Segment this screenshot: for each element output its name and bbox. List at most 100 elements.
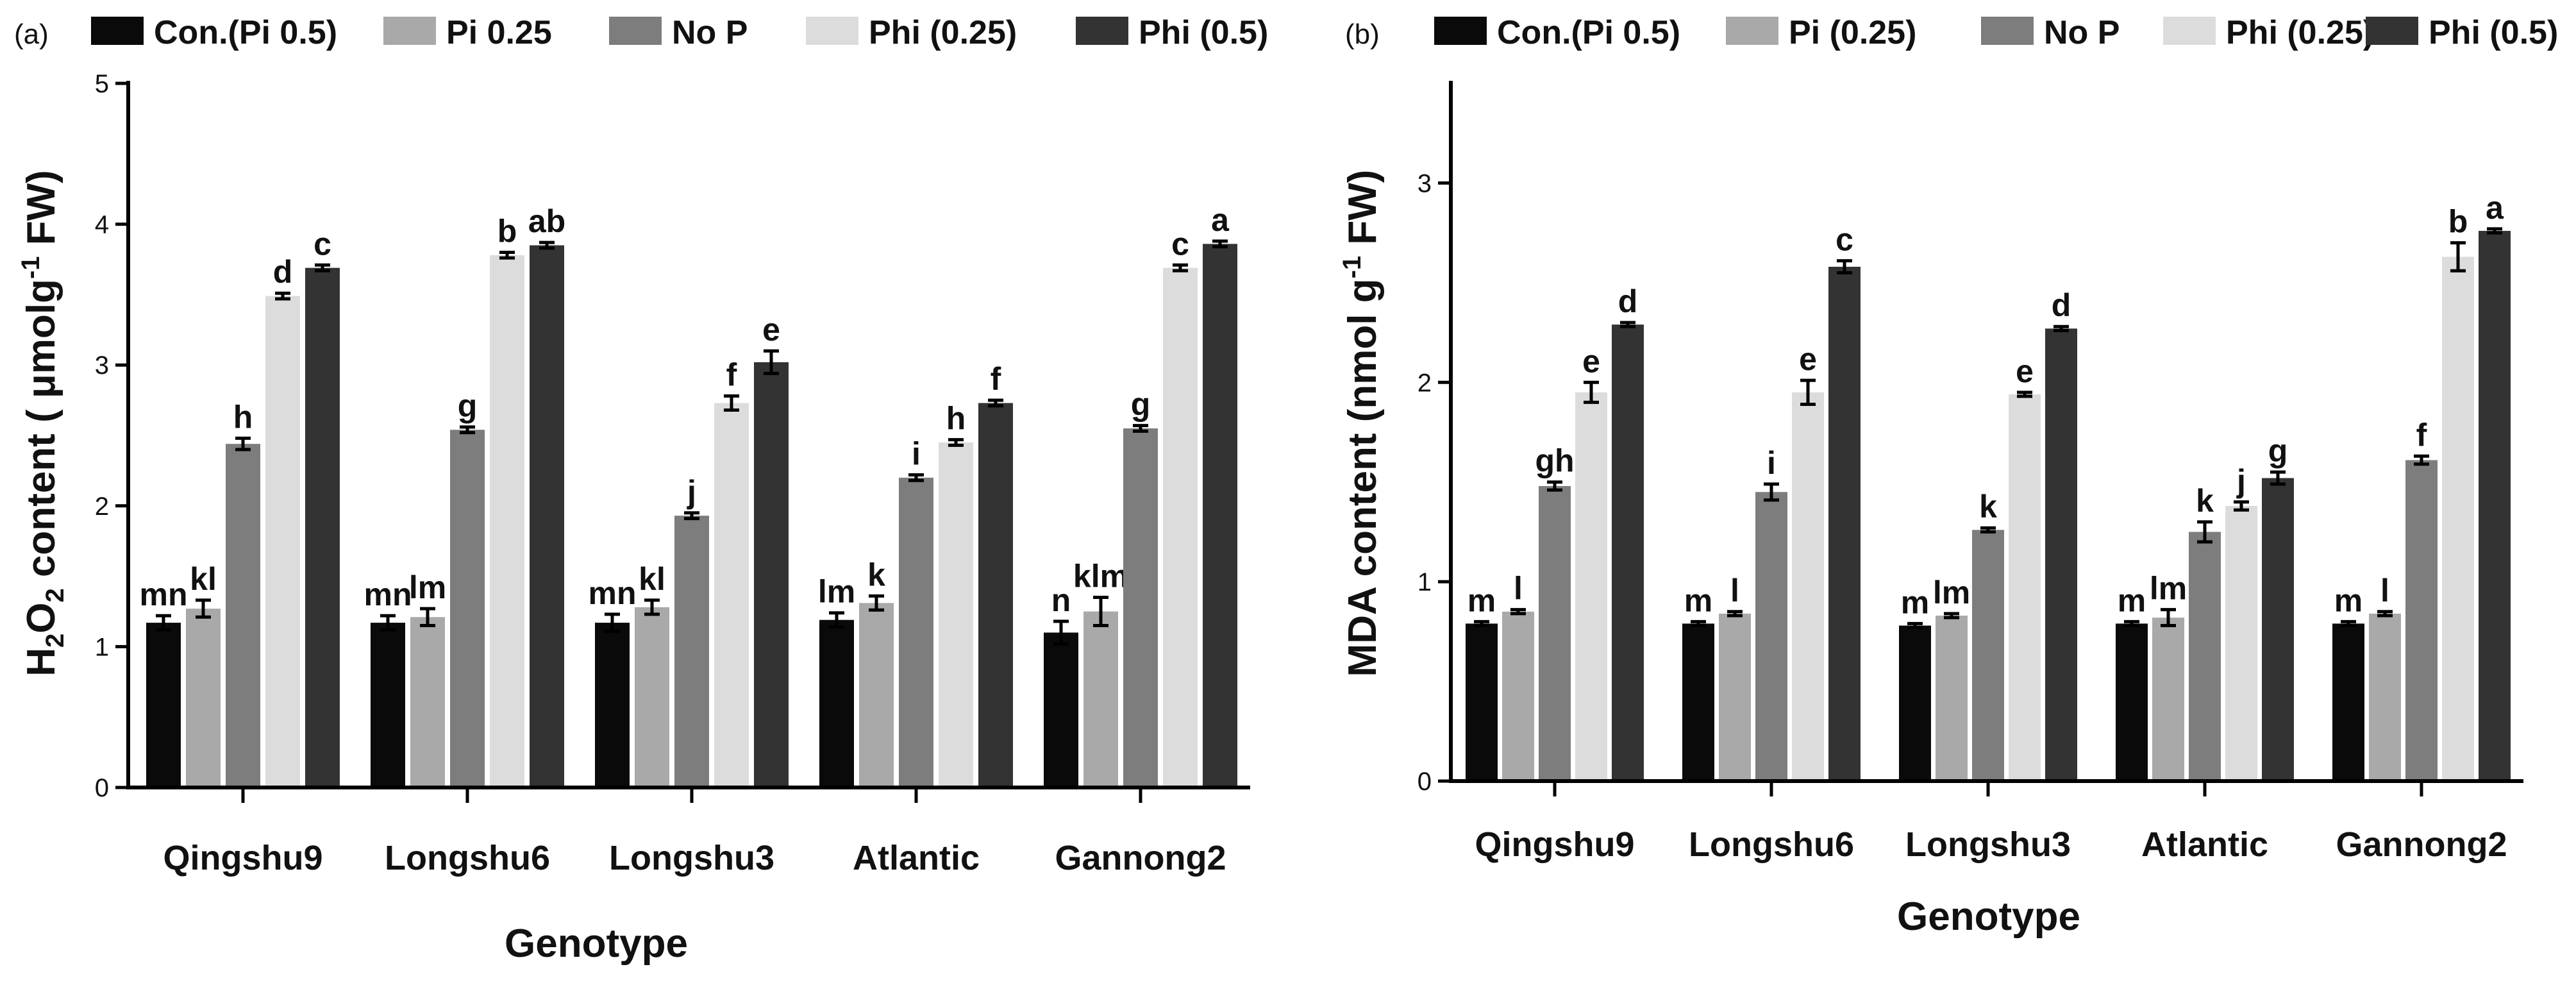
legend-label: No P <box>2044 14 2120 51</box>
significance-label: i <box>912 435 921 471</box>
significance-label: gh <box>1535 443 1574 479</box>
significance-label: g <box>1131 387 1151 423</box>
significance-label: lm <box>1933 575 1970 610</box>
significance-label: l <box>1514 571 1523 607</box>
legend-label: Pi (0.25) <box>1789 14 1916 51</box>
y-tick-label: 2 <box>1418 369 1432 397</box>
significance-label: l <box>1730 573 1739 609</box>
significance-label: mn <box>140 577 188 612</box>
significance-label: klm <box>1073 559 1128 594</box>
significance-label: h <box>233 399 253 435</box>
bar <box>265 296 300 787</box>
y-axis-title: H2O2 content ( μmolg-1 FW) <box>17 170 69 677</box>
bar <box>410 617 445 787</box>
bar <box>859 603 894 787</box>
significance-label: m <box>1684 582 1712 618</box>
significance-label: h <box>946 401 966 437</box>
significance-label: m <box>1901 584 1929 620</box>
category-label: Atlantic <box>2141 825 2268 864</box>
panel-label: (b) <box>1345 19 1380 50</box>
bar <box>1575 392 1607 781</box>
significance-label: b <box>2448 204 2468 240</box>
significance-label: c <box>1836 222 1853 258</box>
bar <box>899 477 933 787</box>
significance-label: a <box>2486 190 2504 226</box>
bar <box>1899 625 1931 781</box>
significance-label: l <box>2380 573 2389 609</box>
significance-label: d <box>1618 283 1638 319</box>
significance-label: f <box>726 357 737 393</box>
bar <box>1123 428 1158 787</box>
bar <box>530 245 564 787</box>
bar <box>1163 267 1198 787</box>
y-axis-title: MDA content (nmol g-1 FW) <box>1338 170 1385 677</box>
y-tick-label: 5 <box>95 70 109 98</box>
significance-label: a <box>1211 202 1230 238</box>
legend-swatch <box>806 17 858 45</box>
y-tick-label: 1 <box>95 633 109 661</box>
bar <box>2442 257 2474 782</box>
legend-label: Pi 0.25 <box>446 14 552 51</box>
significance-label: e <box>2016 353 2034 389</box>
bar <box>674 516 709 787</box>
panel-b: (b) Con.(Pi 0.5) Pi (0.25) No P Phi (0.25) Ph… <box>1338 14 2558 939</box>
bar <box>939 442 973 787</box>
significance-label: k <box>1979 489 1997 525</box>
bar <box>2116 623 2148 781</box>
bar <box>1203 244 1237 787</box>
y-tick-label: 1 <box>1418 568 1432 596</box>
legend-swatch <box>1434 17 1487 45</box>
significance-label: c <box>1171 226 1189 262</box>
significance-label: d <box>2052 287 2071 323</box>
bar <box>1936 615 1968 781</box>
significance-label: g <box>458 388 478 424</box>
bar <box>819 619 854 787</box>
x-axis-title: Genotype <box>1897 895 2080 939</box>
legend-swatch <box>1726 17 1778 45</box>
significance-label: j <box>687 474 696 510</box>
y-tick-label: 3 <box>95 351 109 380</box>
bar <box>1502 611 1534 781</box>
panel-a: (a) Con.(Pi 0.5) Pi 0.25 No P Phi (0.25) Phi … <box>14 14 1268 966</box>
category-label: Longshu3 <box>1905 825 2071 864</box>
bar <box>714 403 749 787</box>
legend-label: Phi (0.25) <box>2226 14 2374 51</box>
legend-swatch <box>1981 17 2034 45</box>
bar <box>2009 394 2041 781</box>
legend-swatch <box>2163 17 2216 45</box>
y-tick-label: 0 <box>95 774 109 802</box>
legend-swatch <box>1076 17 1128 45</box>
significance-label: m <box>2118 582 2146 618</box>
category-label: Longshu3 <box>609 839 774 877</box>
legend-swatch <box>383 17 436 45</box>
y-tick-label: 2 <box>95 492 109 521</box>
bar <box>371 623 405 787</box>
bar <box>1682 623 1714 781</box>
significance-label: b <box>498 214 517 249</box>
category-label: Atlantic <box>853 839 980 877</box>
bar <box>978 403 1013 787</box>
bar <box>2369 613 2401 781</box>
legend-label: Phi (0.25) <box>869 14 1017 51</box>
bar <box>2332 623 2364 781</box>
bar <box>595 623 630 787</box>
bar <box>1539 485 1571 781</box>
significance-label: e <box>1582 343 1600 379</box>
significance-label: d <box>273 254 293 290</box>
category-label: Qingshu9 <box>163 839 322 877</box>
legend-label: Phi (0.5) <box>1139 14 1268 51</box>
legend-swatch <box>609 17 662 45</box>
bar <box>2152 618 2184 781</box>
legend-label: No P <box>672 14 748 51</box>
bar <box>1828 266 1861 781</box>
significance-label: kl <box>639 561 665 597</box>
significance-label: f <box>2416 417 2427 453</box>
bar <box>1466 623 1498 781</box>
significance-label: f <box>991 361 1001 397</box>
bar <box>490 255 524 787</box>
bar <box>226 444 260 787</box>
significance-label: m <box>1468 582 1496 618</box>
significance-label: m <box>2334 582 2363 618</box>
significance-label: lm <box>2150 571 2187 607</box>
bar <box>635 607 669 787</box>
